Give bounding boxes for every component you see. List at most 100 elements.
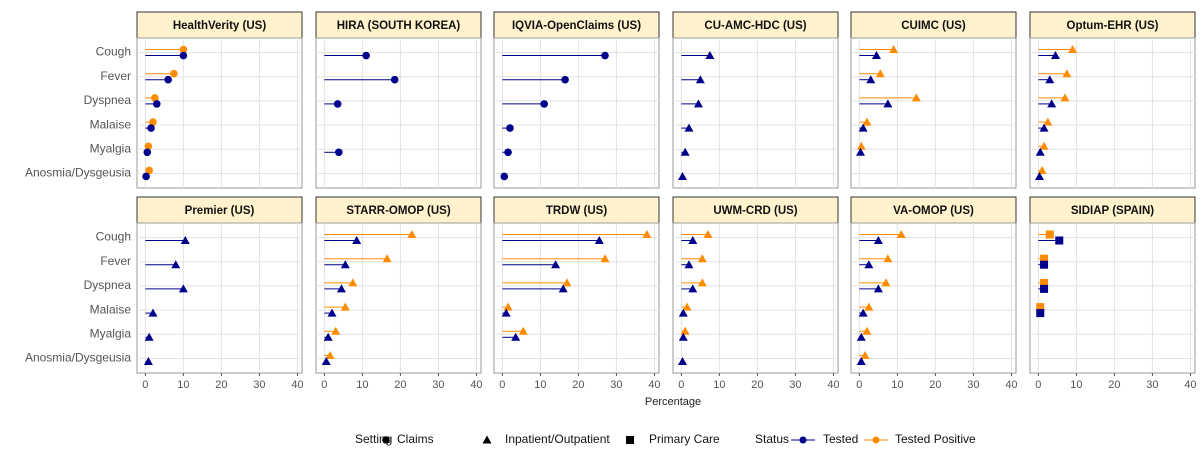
strip <box>850 196 1017 224</box>
panel <box>1029 222 1196 374</box>
panel-title: UWM-CRD (US) <box>713 205 797 217</box>
marker <box>862 117 872 126</box>
legend-title: Status <box>755 432 789 446</box>
marker <box>856 141 866 150</box>
marker <box>179 51 188 60</box>
marker <box>321 356 331 365</box>
marker <box>1040 284 1049 293</box>
panel-title: HIRA (SOUTH KOREA) <box>337 20 461 32</box>
legend-label: Tested Positive <box>895 432 976 446</box>
y-tick-label: Fever <box>100 254 131 268</box>
x-axis-label: Percentage <box>645 396 701 408</box>
panel <box>672 222 839 374</box>
x-tick-label: 0 <box>499 379 505 391</box>
marker <box>856 147 866 156</box>
x-tick-label: 0 <box>1035 379 1041 391</box>
marker <box>142 172 150 181</box>
strip <box>493 196 660 224</box>
marker <box>164 75 172 84</box>
panel-title: CU-AMC-HDC (US) <box>704 20 806 32</box>
x-tick-label: 10 <box>177 379 189 391</box>
marker <box>511 332 521 341</box>
marker <box>682 302 692 311</box>
marker <box>335 148 343 157</box>
x-tick-label: 10 <box>891 379 903 391</box>
marker <box>864 302 874 311</box>
x-tick-label: 30 <box>432 379 444 391</box>
marker <box>147 124 155 132</box>
x-tick-label: 10 <box>356 379 368 391</box>
marker <box>678 356 688 365</box>
marker <box>144 142 153 151</box>
panel-title: SIDIAP (SPAIN) <box>1071 205 1154 217</box>
marker <box>170 69 178 78</box>
legend-label: Inpatient/Outpatient <box>505 432 610 446</box>
marker <box>1040 260 1049 269</box>
marker <box>352 236 362 245</box>
y-tick-label: Cough <box>96 230 131 244</box>
x-tick-label: 30 <box>253 379 265 391</box>
marker <box>697 278 707 287</box>
panel-title: HealthVerity (US) <box>173 20 266 32</box>
x-tick-label: 40 <box>291 379 303 391</box>
x-tick-label: 40 <box>827 379 839 391</box>
marker <box>407 230 417 239</box>
x-tick-label: 0 <box>678 379 684 391</box>
marker <box>331 326 341 335</box>
marker <box>1045 75 1055 84</box>
legend-label: Claims <box>397 432 434 446</box>
panel-title: Optum-EHR (US) <box>1067 20 1159 32</box>
marker <box>703 230 713 239</box>
x-tick-label: 30 <box>967 379 979 391</box>
marker <box>594 236 604 245</box>
y-tick-label: Malaise <box>90 117 132 131</box>
marker <box>1039 123 1049 132</box>
legend-label: Tested <box>823 432 858 446</box>
legend-key <box>799 436 807 444</box>
x-tick-label: 0 <box>856 379 862 391</box>
x-tick-label: 30 <box>1146 379 1158 391</box>
legend-label: Primary Care <box>649 432 720 446</box>
marker <box>883 254 893 263</box>
marker <box>858 123 868 132</box>
marker <box>333 100 342 108</box>
panel <box>850 222 1017 374</box>
marker <box>693 99 703 108</box>
panel <box>493 222 660 374</box>
marker <box>1050 51 1060 60</box>
marker <box>179 45 188 54</box>
marker <box>680 147 690 156</box>
x-tick-label: 10 <box>1070 379 1082 391</box>
marker <box>697 254 707 263</box>
marker <box>362 51 370 60</box>
marker <box>642 230 652 239</box>
marker <box>1035 147 1045 156</box>
marker <box>540 100 548 108</box>
strip <box>1029 11 1196 39</box>
marker <box>1060 93 1070 102</box>
marker <box>340 260 350 269</box>
panel-title: CUIMC (US) <box>901 20 966 32</box>
x-tick-label: 0 <box>321 379 327 391</box>
panel <box>493 37 660 189</box>
marker <box>561 75 569 84</box>
marker <box>601 51 609 60</box>
x-tick-label: 20 <box>1108 379 1120 391</box>
marker <box>340 302 350 311</box>
marker <box>327 308 337 317</box>
strip <box>315 11 482 39</box>
x-tick-label: 20 <box>929 379 941 391</box>
marker <box>382 436 390 444</box>
marker <box>856 332 866 341</box>
marker <box>390 75 399 84</box>
panel-title: VA-OMOP (US) <box>893 205 974 217</box>
marker <box>482 435 492 444</box>
y-tick-label: Malaise <box>90 302 132 316</box>
marker <box>562 278 572 287</box>
marker <box>889 45 899 54</box>
marker <box>1062 69 1072 78</box>
marker <box>860 350 870 359</box>
y-tick-label: Myalgia <box>90 141 132 155</box>
x-tick-label: 10 <box>534 379 546 391</box>
y-tick-label: Dyspnea <box>84 278 132 292</box>
